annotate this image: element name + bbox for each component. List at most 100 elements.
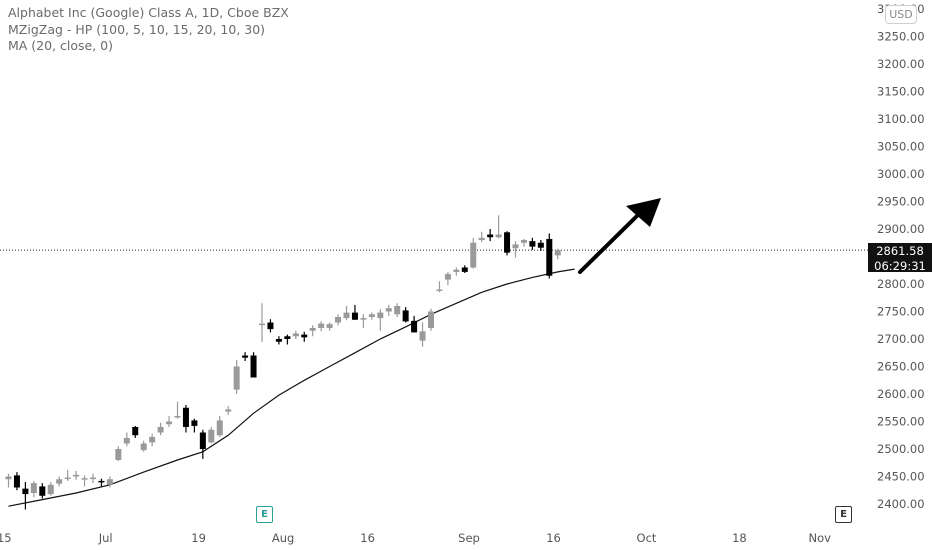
candle-body — [309, 328, 316, 331]
candle-body — [123, 438, 130, 444]
candle-body — [504, 232, 511, 253]
time-tick-label: Sep — [458, 531, 480, 545]
candle-body — [233, 366, 240, 390]
candle-body — [166, 421, 173, 425]
candle-body — [318, 323, 325, 328]
candle-body — [90, 477, 96, 480]
candle-body — [444, 274, 451, 280]
time-tick-label: 16 — [360, 531, 375, 545]
earnings-past-icon[interactable]: E — [256, 506, 273, 523]
candle-body — [301, 334, 308, 338]
candle-body — [56, 479, 63, 484]
candle-body — [242, 355, 249, 358]
candle-body — [478, 237, 485, 240]
candle-body — [250, 355, 257, 378]
candle-body — [461, 267, 468, 272]
candle-body — [360, 318, 367, 320]
candle-body — [402, 310, 409, 322]
candle-body — [5, 476, 12, 480]
symbol-title[interactable]: Alphabet Inc (Google) Class A, 1D, Cboe … — [8, 5, 289, 20]
candle-body — [157, 427, 164, 433]
candle-body — [216, 420, 223, 436]
time-tick-label: 15 — [0, 531, 12, 545]
price-tick-label: 2600.00 — [877, 387, 925, 401]
price-tick-label: 2900.00 — [877, 222, 925, 236]
candle-body — [174, 416, 181, 418]
candle-body — [39, 486, 46, 496]
candle-body — [140, 443, 147, 451]
price-tick-label: 2650.00 — [877, 360, 925, 374]
candle-body — [182, 407, 189, 427]
candle-body — [81, 478, 88, 480]
candle-body — [275, 339, 282, 342]
candle-body — [98, 480, 105, 483]
candle-body — [520, 240, 527, 243]
indicator-ma-label[interactable]: MA (20, close, 0) — [8, 38, 114, 53]
candle-body — [225, 409, 232, 412]
candle-body — [64, 477, 71, 480]
candles — [5, 215, 561, 510]
candle-body — [292, 333, 299, 337]
candle-body — [554, 250, 561, 256]
price-tick-label: 2550.00 — [877, 415, 925, 429]
candle-body — [546, 238, 553, 276]
candle-body — [115, 449, 122, 460]
earnings-upcoming-icon[interactable]: E — [835, 506, 852, 523]
candle-body — [13, 475, 20, 488]
last-price-label: 2861.58 06:29:31 — [868, 243, 932, 273]
time-tick-label: Jul — [98, 531, 113, 545]
price-tick-label: 2500.00 — [877, 442, 925, 456]
candle-body — [284, 336, 291, 339]
time-tick-label: 19 — [191, 531, 206, 545]
candle-body — [512, 244, 519, 249]
indicator-zigzag-label[interactable]: MZigZag - HP (100, 5, 10, 15, 20, 10, 30… — [8, 21, 266, 37]
price-axis[interactable]: 2400.00 2450.00 2500.00 2550.00 2600.00 2650.… — [877, 2, 925, 511]
price-tick-label: 2450.00 — [877, 470, 925, 484]
candle-body — [436, 289, 443, 291]
price-tick-label: 3100.00 — [877, 112, 925, 126]
candle-body — [267, 322, 274, 330]
candle-body — [428, 311, 434, 328]
candle-body — [259, 323, 265, 326]
candle-body — [487, 234, 494, 238]
candle-body — [326, 324, 333, 328]
candle-body — [368, 314, 375, 317]
price-tick-label: 2750.00 — [877, 305, 925, 319]
arrow-annotation — [578, 198, 661, 274]
candle-body — [199, 432, 206, 449]
candle-body — [394, 306, 401, 315]
time-tick-label: Oct — [637, 531, 657, 545]
candle-body — [132, 427, 139, 436]
time-tick-label: Aug — [272, 531, 294, 545]
price-tick-label: 2950.00 — [877, 195, 925, 209]
candle-body — [385, 308, 392, 312]
candle-body — [495, 234, 502, 238]
time-tick-label: 18 — [732, 531, 747, 545]
bar-countdown: 06:29:31 — [874, 259, 926, 273]
candle-body — [335, 317, 342, 323]
candle-body — [208, 429, 215, 443]
time-tick-label: 16 — [546, 531, 561, 545]
price-tick-label: 2700.00 — [877, 332, 925, 346]
time-tick-label: Nov — [808, 531, 831, 545]
price-tick-label: 3200.00 — [877, 57, 925, 71]
candle-body — [30, 483, 37, 493]
price-tick-label: 3150.00 — [877, 85, 925, 99]
candle-body — [377, 312, 384, 319]
chart-legend: Alphabet Inc (Google) Class A, 1D, Cboe … — [8, 5, 289, 55]
candle-body — [47, 484, 54, 495]
candle-body — [351, 312, 358, 320]
price-tick-label: 3000.00 — [877, 167, 925, 181]
price-tick-label: 3250.00 — [877, 30, 925, 44]
candle-body — [22, 488, 29, 495]
time-axis[interactable]: 15 Jul 19 Aug 16 Sep 16 Oct 18 Nov — [0, 531, 831, 545]
last-price-value: 2861.58 — [876, 244, 924, 258]
ma-line — [8, 268, 575, 507]
candle-body — [470, 242, 477, 268]
candle-body — [149, 436, 156, 443]
candle-body — [106, 479, 113, 485]
currency-button[interactable]: USD — [885, 5, 917, 24]
price-tick-label: 3050.00 — [877, 140, 925, 154]
candle-body — [537, 242, 544, 248]
